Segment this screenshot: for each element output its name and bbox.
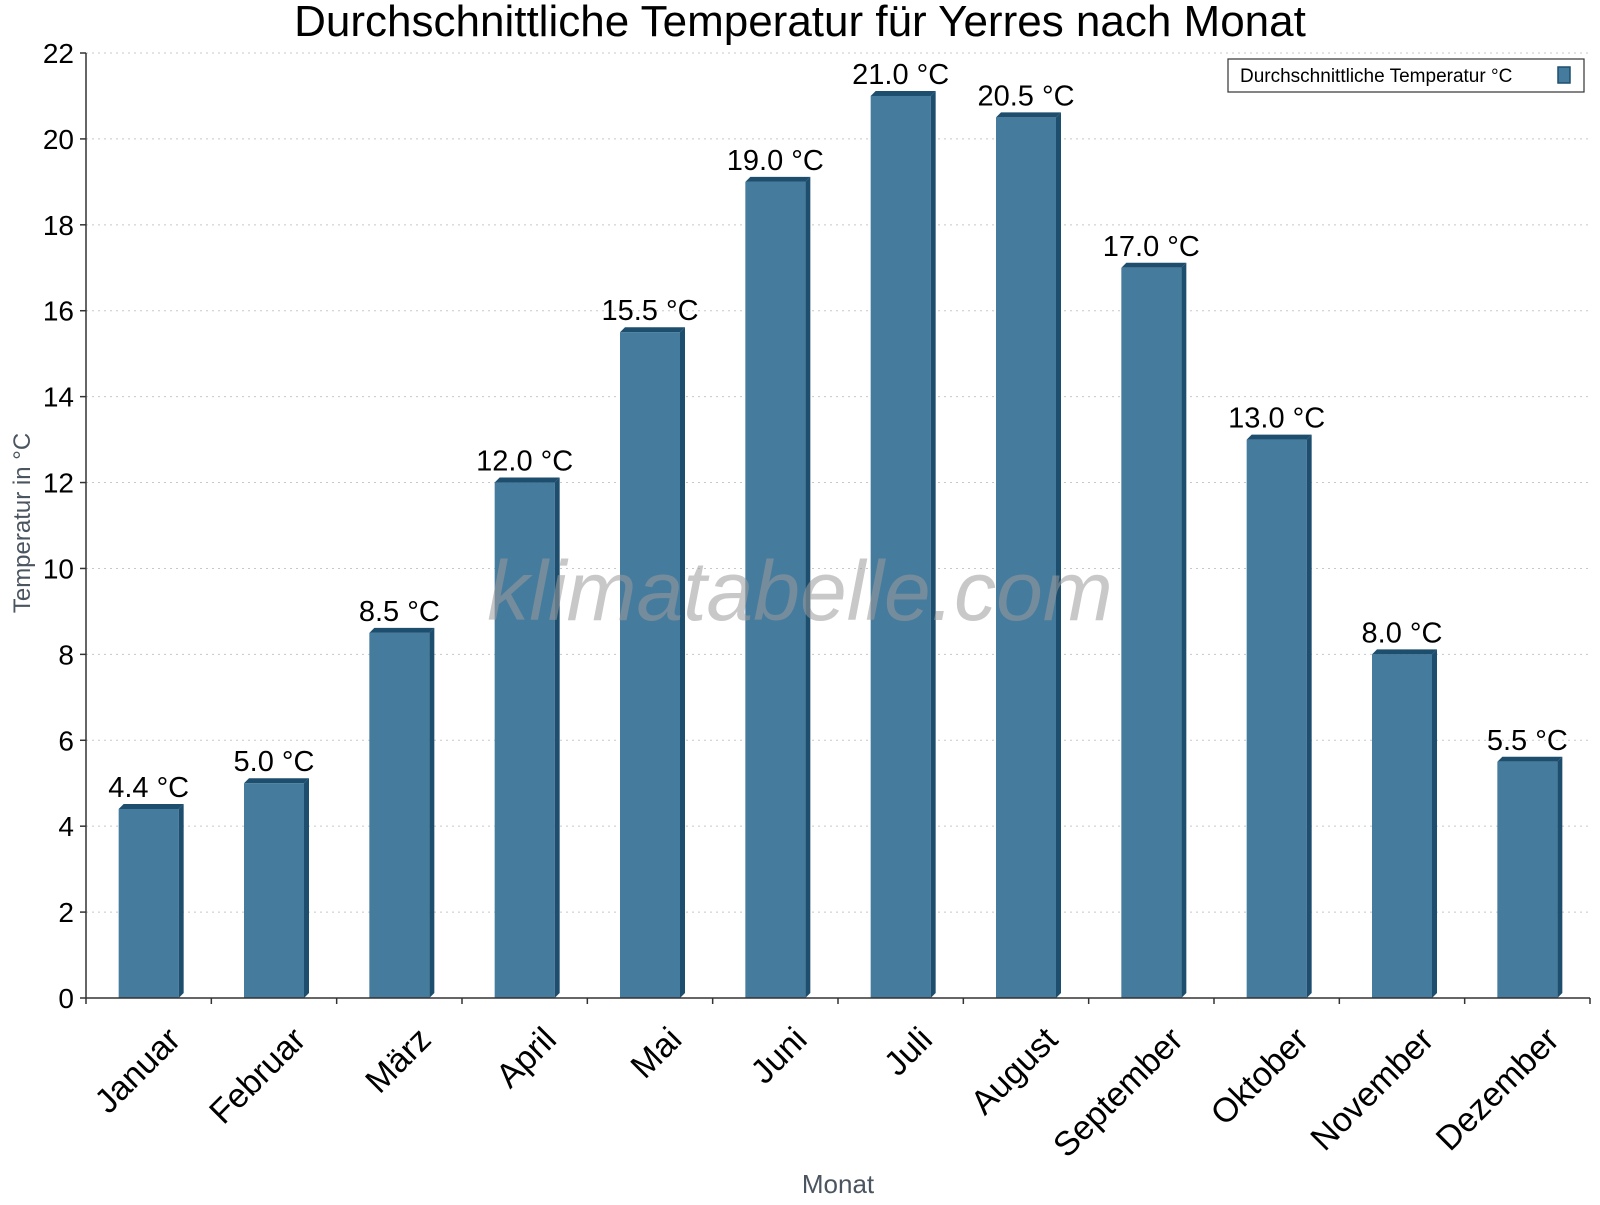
bar-side [1306, 434, 1312, 998]
bar [870, 90, 936, 999]
bar-face [996, 117, 1056, 998]
bar-top [118, 804, 184, 809]
bar [369, 627, 435, 998]
y-tick-label: 18 [43, 210, 74, 241]
x-tick-label: November [1303, 1020, 1441, 1158]
bar-side [304, 778, 309, 998]
x-tick-label: Oktober [1203, 1020, 1315, 1132]
bar-face [1246, 439, 1307, 998]
x-tick-label: Dezember [1429, 1020, 1567, 1158]
y-tick-label: 16 [43, 296, 74, 327]
y-tick-label: 14 [43, 382, 74, 413]
data-label: 5.0 °C [234, 746, 315, 778]
bar-top [494, 477, 560, 483]
chart-title: Durchschnittliche Temperatur für Yerres … [294, 0, 1306, 46]
y-tick-label: 22 [43, 38, 74, 69]
x-tick-label: Januar [87, 1020, 187, 1120]
watermark-text: klimatabelle.com [487, 544, 1113, 638]
bar [1497, 756, 1563, 998]
bar-face [494, 482, 555, 999]
bar [1121, 262, 1187, 999]
bar-top [745, 176, 811, 182]
data-label: 20.5 °C [977, 80, 1074, 112]
bar-side [1181, 262, 1187, 999]
bar-top [620, 327, 685, 333]
data-labels: 4.4 °C 5.0 °C 8.5 °C 12.0 °C 15.5 °C 19.0 °C 2… [108, 59, 1568, 804]
data-label: 19.0 °C [727, 145, 824, 177]
x-tick-label: März [358, 1020, 438, 1100]
x-tick-label: Februar [202, 1020, 313, 1131]
bar-face [1372, 654, 1432, 998]
y-tick-label: 12 [43, 468, 74, 499]
x-tick-label: Juni [744, 1020, 815, 1091]
bar-face [118, 809, 179, 998]
bar [996, 112, 1061, 998]
data-label: 15.5 °C [601, 295, 698, 327]
data-label: 4.4 °C [108, 772, 189, 804]
bar-face [244, 783, 304, 998]
legend-box [1227, 58, 1585, 93]
x-tick-label: August [963, 1020, 1065, 1122]
x-tick-label: September [1046, 1020, 1190, 1164]
y-tick-label: 8 [58, 639, 74, 670]
bar-face [1497, 761, 1558, 998]
bar-side [680, 327, 685, 998]
bar-side [1056, 112, 1061, 998]
bar-top [870, 90, 936, 96]
bar-face [369, 632, 430, 998]
axes [80, 52, 1591, 1004]
bar-side [930, 90, 936, 999]
data-label: 8.0 °C [1362, 617, 1443, 649]
grid-lines [86, 52, 1590, 913]
bar-side [1432, 649, 1437, 998]
bar-top [1497, 756, 1563, 762]
bar-face [745, 181, 806, 998]
data-label: 13.0 °C [1228, 403, 1325, 435]
x-tick-label: Mai [624, 1020, 690, 1086]
y-tick-label: 10 [43, 553, 74, 584]
y-tick-label: 2 [58, 897, 74, 928]
bar [494, 477, 560, 999]
bar [244, 778, 309, 998]
legend-swatch [1557, 66, 1571, 84]
x-tick-label: Juli [877, 1020, 940, 1083]
data-label: 8.5 °C [359, 596, 440, 628]
bar [1372, 649, 1437, 998]
bar-side [429, 627, 435, 998]
y-tick-label: 6 [58, 725, 74, 756]
bars [118, 90, 1563, 999]
y-axis-label: Temperatur in °C [9, 433, 36, 613]
data-label: 17.0 °C [1103, 231, 1200, 263]
legend: Durchschnittliche Temperatur °C [1227, 58, 1585, 93]
legend-label: Durchschnittliche Temperatur °C [1240, 66, 1512, 87]
bar-face [620, 332, 680, 998]
data-label: 5.5 °C [1487, 725, 1568, 757]
y-tick-label: 4 [58, 811, 74, 842]
bar-face [870, 95, 931, 999]
bar-side [1557, 756, 1563, 998]
bar-top [244, 778, 309, 784]
bar-face [1121, 267, 1182, 999]
bar [620, 327, 685, 998]
bar [118, 804, 184, 998]
bar-top [1372, 649, 1437, 655]
bar [1246, 434, 1312, 998]
bar-side [805, 176, 811, 998]
bar-top [369, 627, 435, 633]
bar-top [1246, 434, 1312, 440]
x-axis-label: Monat [802, 1169, 875, 1199]
data-label: 21.0 °C [852, 59, 949, 91]
bar-side [178, 804, 184, 998]
bar-side [554, 477, 560, 999]
bar-top [996, 112, 1061, 118]
data-label: 12.0 °C [476, 446, 573, 478]
bar-top [1121, 262, 1187, 268]
x-tick-label: April [489, 1020, 564, 1095]
bar [745, 176, 811, 998]
y-tick-label: 20 [43, 124, 74, 155]
y-tick-label: 0 [58, 983, 74, 1014]
